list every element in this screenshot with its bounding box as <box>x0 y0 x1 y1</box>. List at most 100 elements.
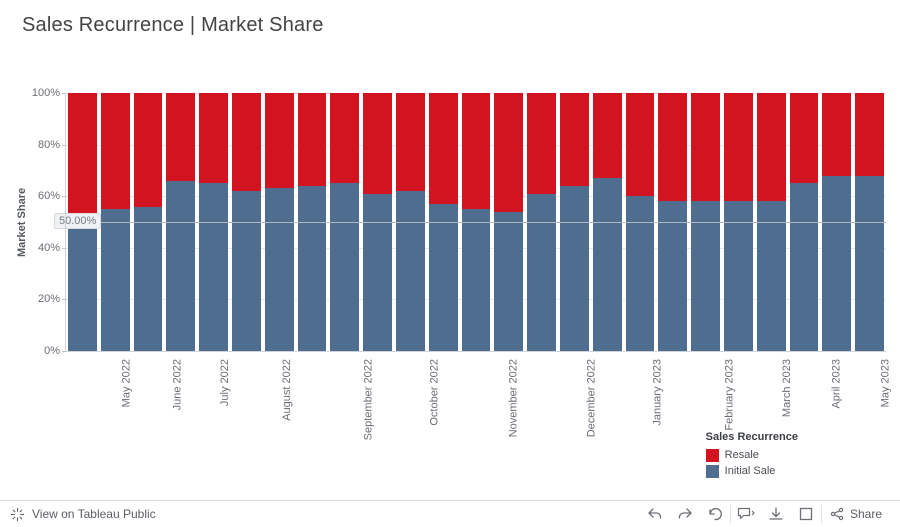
bar-segment-initial-sale <box>199 183 228 351</box>
comment-button[interactable] <box>731 501 761 527</box>
bar-segment-resale <box>790 93 819 183</box>
x-tick-label: October 2022 <box>429 359 441 426</box>
axis-bottom <box>66 351 886 352</box>
y-tick-label: 100% <box>32 87 66 99</box>
share-icon <box>830 507 844 521</box>
fullscreen-button[interactable] <box>791 501 821 527</box>
fullscreen-icon <box>799 507 813 521</box>
legend-swatch <box>706 465 719 478</box>
x-tick-label: June 2022 <box>172 359 184 410</box>
bar-segment-resale <box>462 93 491 209</box>
redo-icon <box>677 507 693 521</box>
x-tick-label: May 2022 <box>120 359 132 407</box>
dashboard-root: Sales Recurrence | Market Share 50.00% 0… <box>0 0 900 527</box>
bar-segment-resale <box>199 93 228 183</box>
x-tick-label: April 2023 <box>831 359 843 409</box>
view-on-tableau-label: View on Tableau Public <box>32 507 156 521</box>
reference-line-label: 50.00% <box>54 213 101 229</box>
bar-segment-initial-sale <box>658 201 687 351</box>
bar-segment-initial-sale <box>527 194 556 351</box>
bar-segment-resale <box>527 93 556 194</box>
share-label: Share <box>850 507 882 521</box>
x-tick-label: May 2023 <box>879 359 891 407</box>
bar-segment-resale <box>166 93 195 181</box>
legend-item[interactable]: Resale <box>706 447 798 463</box>
bar-segment-initial-sale <box>166 181 195 351</box>
bar-segment-resale <box>757 93 786 201</box>
view-on-tableau-link[interactable]: View on Tableau Public <box>10 507 156 522</box>
axis-left <box>65 93 66 351</box>
bar-segment-resale <box>101 93 130 209</box>
legend: Sales Recurrence ResaleInitial Sale <box>706 431 798 479</box>
x-tick-label: November 2022 <box>507 359 519 437</box>
bar-segment-initial-sale <box>429 204 458 351</box>
x-tick-label: March 2023 <box>781 359 793 417</box>
x-tick-label: January 2023 <box>652 359 664 426</box>
x-tick-label: September 2022 <box>362 359 374 440</box>
bar-segment-initial-sale <box>691 201 720 351</box>
bar-segment-initial-sale <box>560 186 589 351</box>
bar-segment-initial-sale <box>265 188 294 351</box>
bar-segment-initial-sale <box>68 219 97 351</box>
bar-segment-initial-sale <box>462 209 491 351</box>
bar-segment-initial-sale <box>626 196 655 351</box>
bar-segment-resale <box>396 93 425 191</box>
reset-icon <box>707 507 723 521</box>
bar-segment-resale <box>494 93 523 212</box>
tableau-logo-icon <box>10 507 25 522</box>
x-tick-label: August 2022 <box>281 359 293 421</box>
undo-button[interactable] <box>640 501 670 527</box>
bar-segment-initial-sale <box>593 178 622 351</box>
bar-segment-initial-sale <box>363 194 392 351</box>
bar-segment-resale <box>134 93 163 207</box>
y-axis-label: Market Share <box>16 188 28 257</box>
x-axis-labels: May 2022June 2022July 2022August 2022Sep… <box>66 359 886 371</box>
bar-segment-initial-sale <box>822 176 851 351</box>
bar-segment-initial-sale <box>298 186 327 351</box>
bar-segment-resale <box>560 93 589 186</box>
bar-segment-initial-sale <box>134 207 163 351</box>
plot-region: 50.00% 0%20%40%60%80%100% Market Share M… <box>66 93 886 351</box>
bar-segment-resale <box>330 93 359 183</box>
bar-segment-initial-sale <box>101 209 130 351</box>
legend-title: Sales Recurrence <box>706 431 798 443</box>
reset-button[interactable] <box>700 501 730 527</box>
x-tick-label: December 2022 <box>585 359 597 437</box>
bar-segment-resale <box>363 93 392 194</box>
bar-segment-resale <box>822 93 851 176</box>
bar-segment-resale <box>265 93 294 188</box>
redo-button[interactable] <box>670 501 700 527</box>
bottom-toolbar: View on Tableau Public <box>0 500 900 527</box>
chart-title: Sales Recurrence | Market Share <box>0 0 900 43</box>
bar-segment-resale <box>593 93 622 178</box>
bar-segment-initial-sale <box>396 191 425 351</box>
bar-segment-resale <box>855 93 884 176</box>
bar-segment-resale <box>691 93 720 201</box>
download-button[interactable] <box>761 501 791 527</box>
legend-swatch <box>706 449 719 462</box>
bar-segment-resale <box>658 93 687 201</box>
bar-segment-initial-sale <box>232 191 261 351</box>
legend-label: Initial Sale <box>725 463 776 479</box>
bar-segment-resale <box>724 93 753 201</box>
bar-segment-initial-sale <box>494 212 523 351</box>
share-button[interactable]: Share <box>822 507 890 521</box>
bar-segment-resale <box>429 93 458 204</box>
x-tick-label: February 2023 <box>723 359 735 431</box>
bar-segment-resale <box>232 93 261 191</box>
legend-label: Resale <box>725 447 759 463</box>
bar-segment-initial-sale <box>855 176 884 351</box>
bar-segment-resale <box>298 93 327 186</box>
download-icon <box>768 507 784 521</box>
reference-line <box>66 222 886 223</box>
bar-segment-initial-sale <box>790 183 819 351</box>
legend-item[interactable]: Initial Sale <box>706 463 798 479</box>
x-tick-label: July 2022 <box>219 359 231 406</box>
comment-icon <box>737 507 755 521</box>
bar-segment-resale <box>626 93 655 196</box>
bar-segment-resale <box>68 93 97 219</box>
bar-segment-initial-sale <box>724 201 753 351</box>
undo-icon <box>647 507 663 521</box>
bar-segment-initial-sale <box>330 183 359 351</box>
bar-segment-initial-sale <box>757 201 786 351</box>
